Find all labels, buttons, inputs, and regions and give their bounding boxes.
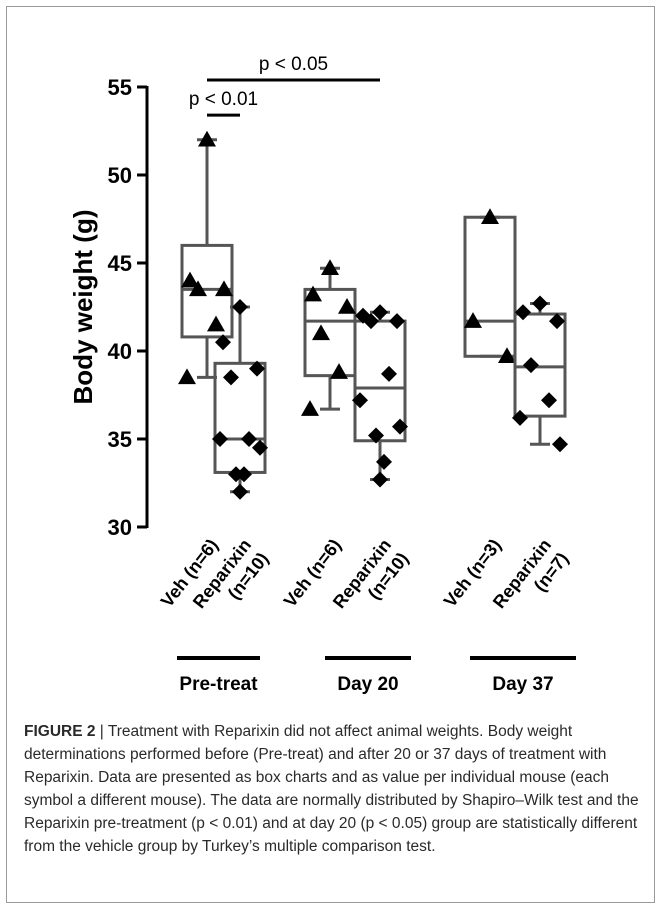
y-tick-label: 50: [108, 163, 132, 188]
group-label: Day 37: [492, 674, 553, 695]
data-point-diamond: [372, 304, 388, 321]
data-point-triangle: [198, 130, 216, 147]
box-iqr: [463, 215, 517, 358]
data-point-triangle: [178, 368, 196, 385]
data-point-triangle: [207, 315, 225, 332]
figure-frame: [6, 6, 655, 903]
data-point-triangle: [338, 298, 356, 314]
data-point-diamond: [223, 369, 239, 386]
data-point-diamond: [372, 471, 388, 488]
data-point-diamond: [363, 313, 379, 330]
data-point-triangle: [304, 285, 322, 302]
data-point-diamond: [552, 436, 568, 453]
data-point-diamond: [352, 392, 368, 409]
y-tick-label: 35: [108, 427, 132, 452]
data-point-diamond: [392, 418, 408, 435]
data-point-triangle: [301, 400, 319, 416]
box-iqr: [213, 361, 267, 474]
data-point-triangle: [312, 324, 330, 341]
figure-caption: FIGURE 2 | Treatment with Reparixin did …: [24, 720, 644, 858]
data-point-triangle: [498, 347, 516, 364]
data-point-diamond: [252, 439, 268, 456]
data-point-diamond: [215, 334, 231, 351]
box-iqr: [180, 243, 234, 339]
data-point-triangle: [481, 208, 499, 224]
data-point-diamond: [389, 313, 405, 330]
data-point-triangle: [464, 312, 482, 328]
box-iqr: [353, 319, 407, 443]
data-point-diamond: [236, 466, 252, 483]
data-point-triangle: [215, 280, 233, 297]
data-point-triangle: [330, 363, 348, 379]
y-tick-label: 40: [108, 339, 132, 364]
data-point-diamond: [241, 431, 257, 447]
y-axis-title: Body weight (g): [68, 210, 98, 405]
data-point-diamond: [549, 313, 565, 330]
data-point-triangle: [189, 280, 207, 297]
data-point-diamond: [523, 357, 539, 374]
significance-label: p < 0.01: [189, 89, 258, 110]
data-point-diamond: [368, 427, 384, 444]
data-point-diamond: [541, 392, 557, 409]
data-point-triangle: [321, 259, 339, 276]
data-point-diamond: [515, 304, 531, 321]
significance-label: p < 0.05: [259, 54, 328, 75]
data-point-diamond: [232, 299, 248, 315]
data-point-diamond: [232, 483, 248, 500]
data-point-diamond: [381, 365, 397, 382]
data-point-diamond: [376, 453, 392, 470]
y-tick-label: 45: [108, 251, 132, 276]
data-point-diamond: [212, 431, 228, 447]
y-tick-label: 30: [108, 515, 132, 540]
data-point-triangle: [181, 271, 199, 288]
group-label: Pre-treat: [179, 674, 258, 695]
caption-text: Treatment with Reparixin did not affect …: [24, 723, 639, 855]
data-point-diamond: [249, 360, 265, 377]
caption-separator: |: [95, 723, 108, 740]
data-point-diamond: [512, 409, 528, 426]
group-label: Day 20: [337, 674, 398, 695]
box-iqr: [513, 312, 567, 418]
data-point-diamond: [532, 295, 548, 312]
y-tick-label: 55: [108, 75, 132, 100]
figure-label: FIGURE 2: [24, 723, 96, 740]
